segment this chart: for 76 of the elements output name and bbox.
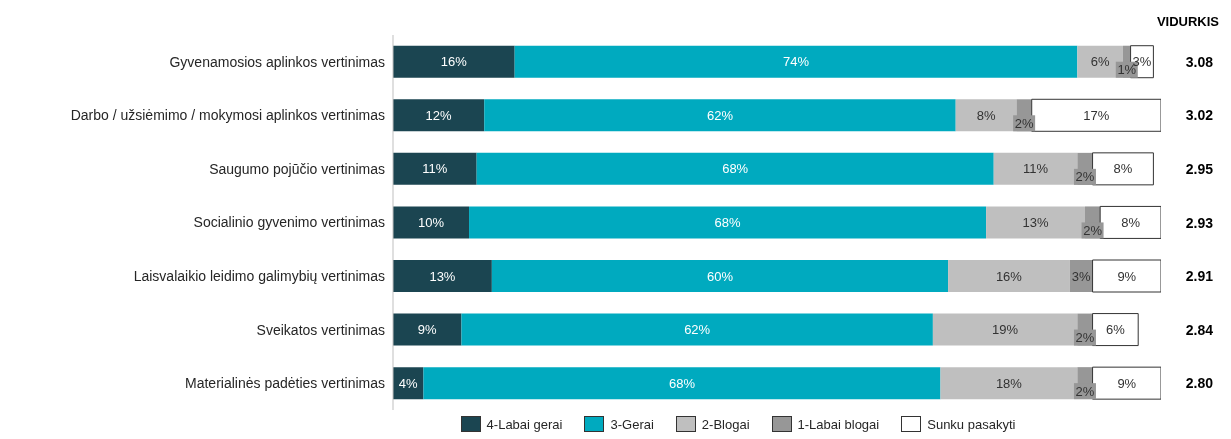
data-label: 6% <box>1090 54 1110 70</box>
data-label: 2% <box>1075 330 1095 346</box>
bar <box>393 152 477 185</box>
bar <box>514 45 1078 78</box>
bar <box>993 152 1078 185</box>
bar <box>955 99 1017 132</box>
data-label: 8% <box>1121 214 1141 230</box>
data-label: 62% <box>684 322 711 338</box>
text: 2.95 <box>1185 159 1213 178</box>
y-tick-label: Darbo / užsiėmimo / mokymosi aplinkos vertinimas <box>70 107 385 124</box>
data-label: 6% <box>1105 322 1126 338</box>
legend-label: 2-Blogai <box>701 416 750 432</box>
bar <box>484 99 956 132</box>
bar <box>393 206 470 239</box>
data-label: 2% <box>1075 169 1095 185</box>
bar <box>393 313 462 346</box>
legend-label: Sunku pasakyti <box>927 416 1016 432</box>
bar <box>393 99 485 132</box>
data-label: 74% <box>782 54 810 70</box>
data-label: 2% <box>1075 383 1095 399</box>
bar <box>476 152 994 185</box>
data-label: 8% <box>976 107 996 123</box>
data-label: 9% <box>417 322 438 338</box>
data-label: 11% <box>1023 161 1049 177</box>
legend-label: 4-Labai gerai <box>486 416 563 432</box>
data-label: 11% <box>422 161 448 177</box>
bar <box>423 367 941 400</box>
data-label: 16% <box>995 268 1023 284</box>
bar <box>932 313 1078 346</box>
data-label: 9% <box>1117 268 1137 284</box>
data-label: 16% <box>440 54 468 70</box>
y-tick-label: Materialinės padėties vertinimas <box>185 375 385 392</box>
data-label: 2% <box>1083 222 1103 238</box>
bar <box>461 313 933 346</box>
data-label: 13% <box>1022 214 1049 230</box>
data-label: 3% <box>1071 268 1091 284</box>
y-tick-label: Gyvenamosios aplinkos vertinimas <box>169 53 385 70</box>
text: 3.02 <box>1185 106 1213 125</box>
data-label: 10% <box>418 214 445 230</box>
bar <box>491 260 949 292</box>
bar <box>1092 366 1161 400</box>
data-label: 4% <box>398 375 419 391</box>
y-tick-label: Saugumo pojūčio vertinimas <box>209 160 385 177</box>
bar <box>393 45 515 78</box>
data-label: 68% <box>714 214 742 230</box>
bar <box>940 367 1078 400</box>
data-label: 60% <box>706 268 734 284</box>
bar <box>469 206 987 239</box>
y-tick-label: Sveikatos vertinimas <box>256 321 385 338</box>
data-label: 9% <box>1117 375 1137 391</box>
y-tick-label: Socialinio gyvenimo vertinimas <box>193 214 385 231</box>
legend-label: 3-Gerai <box>610 416 654 432</box>
bar <box>393 260 492 292</box>
bar <box>948 260 1070 292</box>
bar <box>1031 98 1161 132</box>
y-tick-label: Laisvalaikio leidimo galimybių vertinimas <box>133 268 385 285</box>
data-label: 62% <box>706 107 734 123</box>
bar <box>986 206 1085 239</box>
text: 2.80 <box>1185 374 1213 393</box>
data-label: 8% <box>1113 161 1133 177</box>
text: 2.91 <box>1185 267 1213 286</box>
data-label: 19% <box>992 322 1019 338</box>
bar <box>1092 259 1161 293</box>
bar <box>1092 152 1154 186</box>
text: 2.84 <box>1185 320 1213 339</box>
data-label: 68% <box>668 375 696 391</box>
text: 2.93 <box>1185 213 1213 232</box>
data-label: 2% <box>1014 115 1034 131</box>
data-label: 18% <box>995 375 1023 391</box>
data-label: 12% <box>425 107 453 123</box>
legend-label: 1-Labai blogai <box>797 416 880 432</box>
text: 3.08 <box>1185 52 1213 71</box>
data-label: 68% <box>722 161 749 177</box>
data-label: 13% <box>429 268 456 284</box>
text: VIDURKIS <box>1156 14 1219 29</box>
data-label: 17% <box>1083 107 1110 123</box>
